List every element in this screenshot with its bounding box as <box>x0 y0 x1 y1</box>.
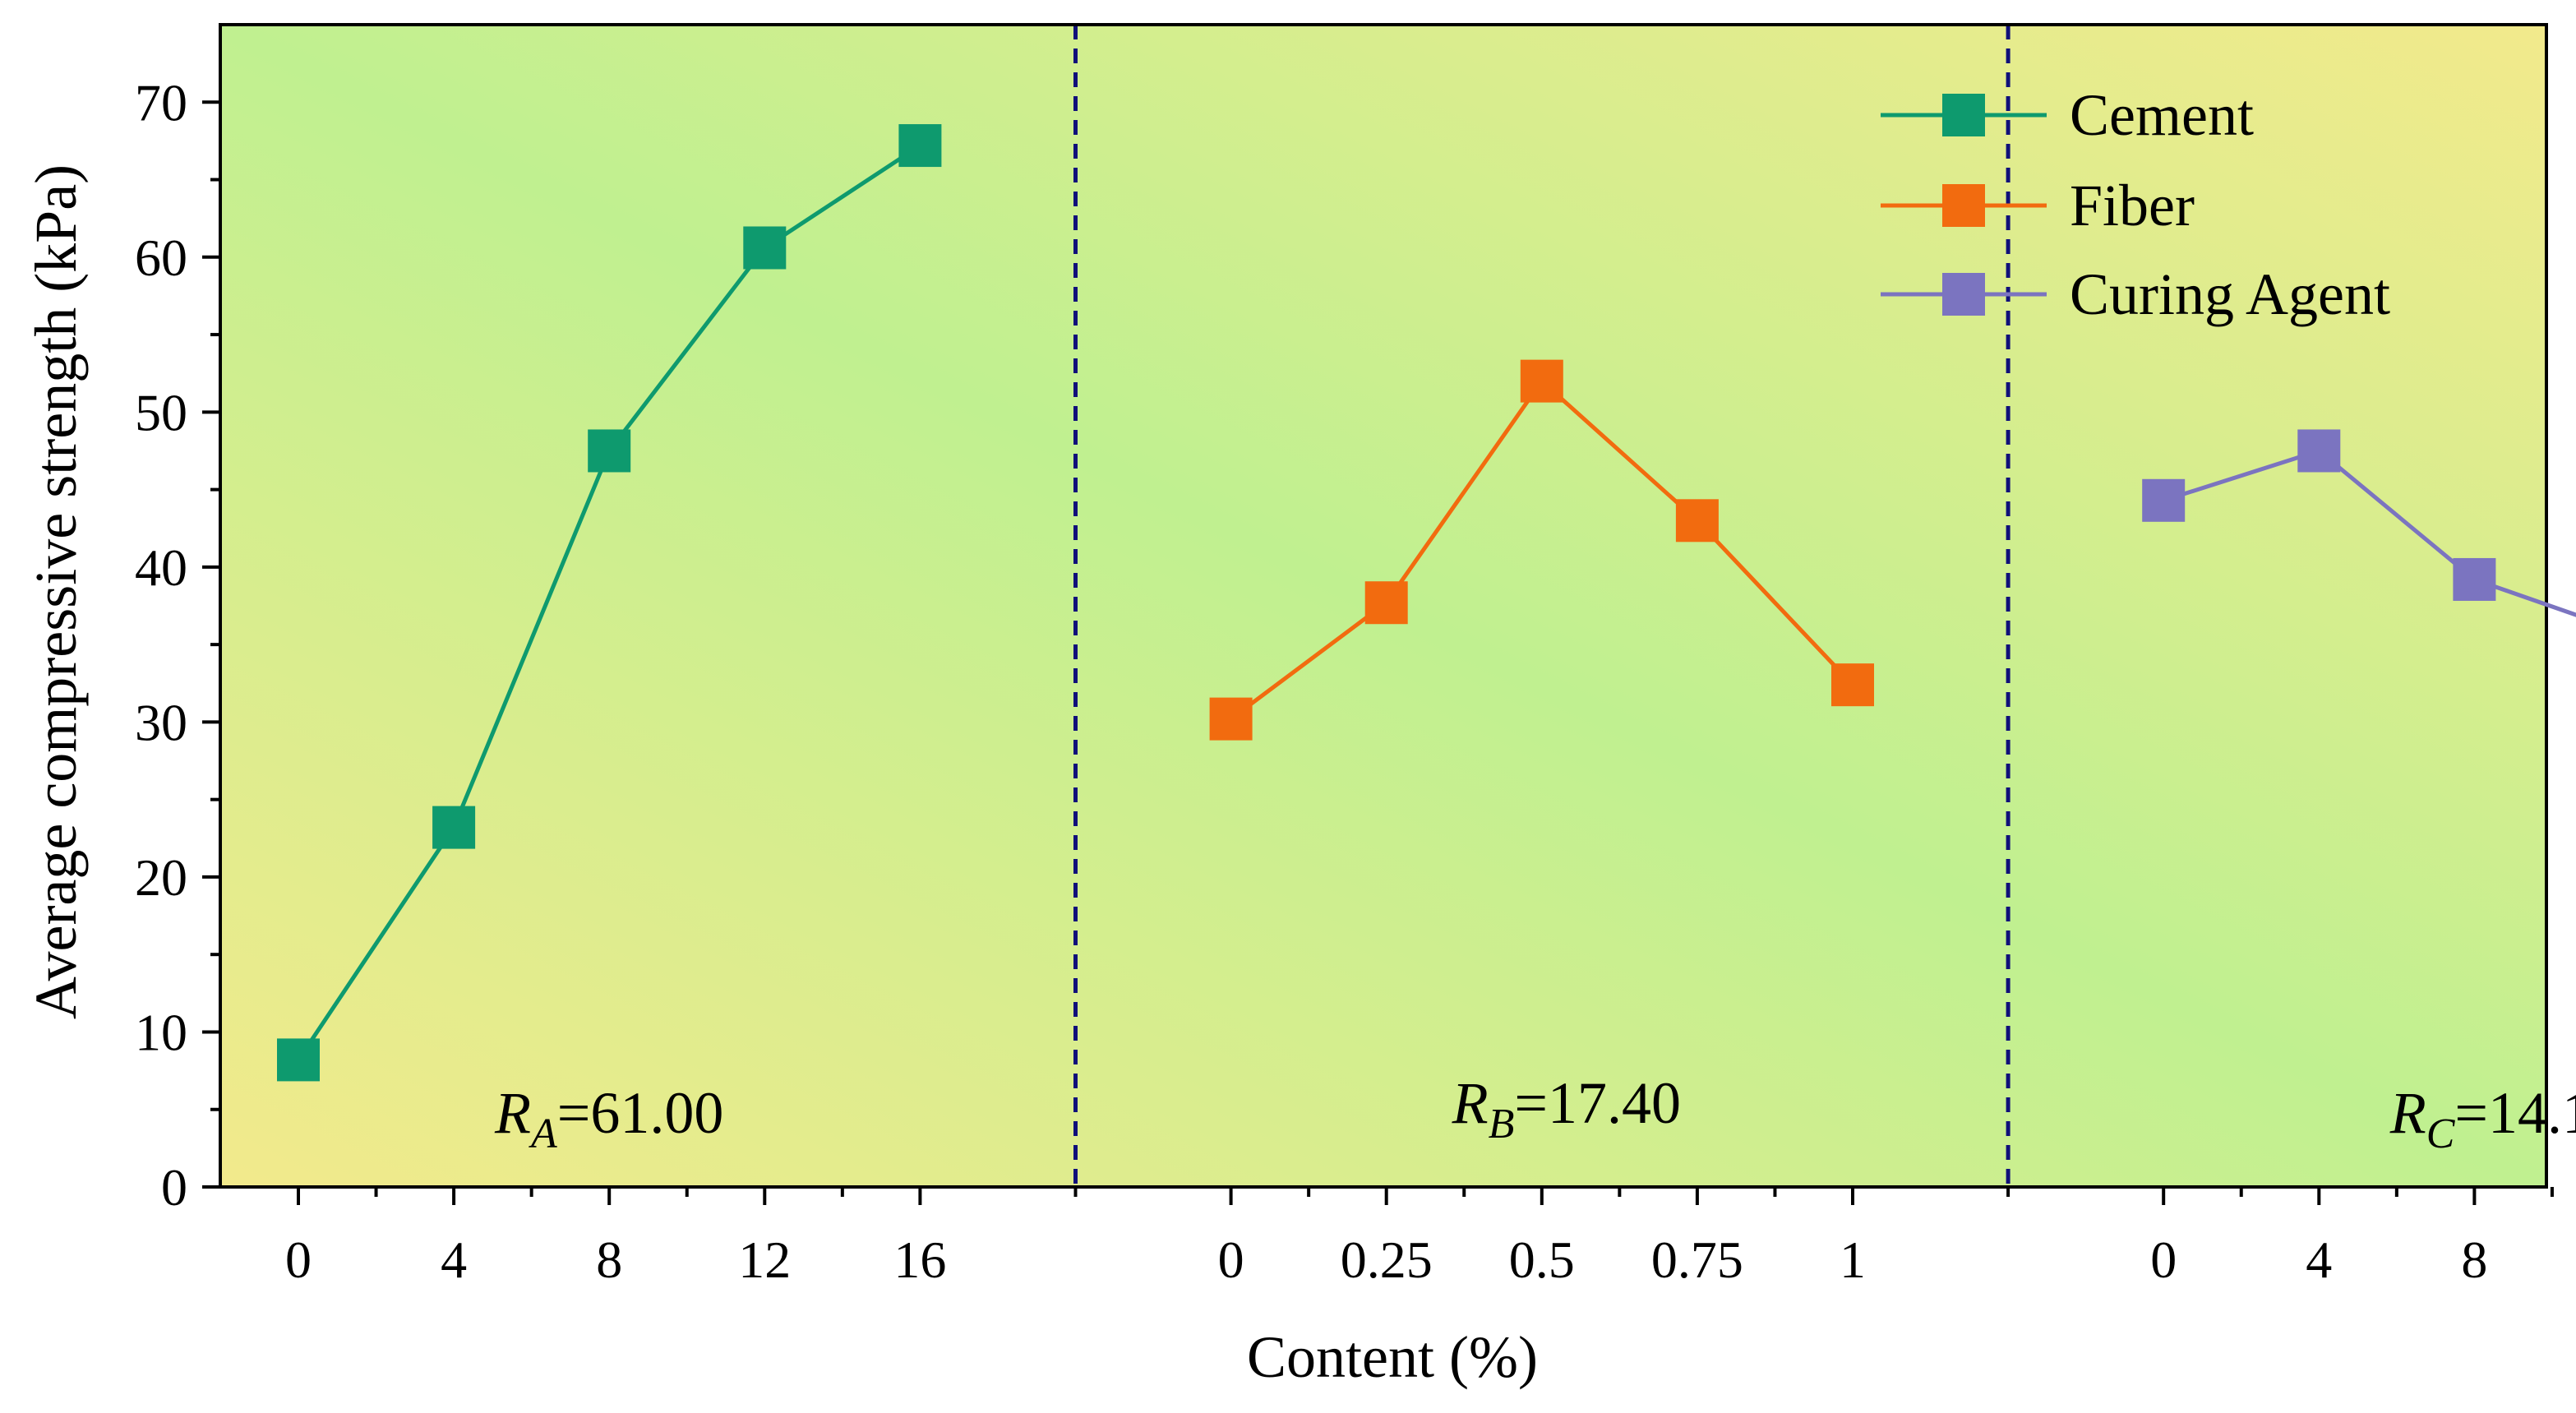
x-tick-label: 0.25 <box>1341 1231 1433 1289</box>
data-point <box>432 806 476 849</box>
x-tick-label: 4 <box>2306 1231 2332 1289</box>
x-tick-label: 12 <box>738 1231 791 1289</box>
legend-label: Curing Agent <box>2070 261 2390 327</box>
x-axis-title: Content (%) <box>1247 1324 1538 1390</box>
x-tick-label: 0 <box>285 1231 312 1289</box>
legend-label: Fiber <box>2070 173 2195 238</box>
y-tick-label: 60 <box>135 229 187 287</box>
data-point <box>2297 429 2341 473</box>
x-tick-label: 8 <box>596 1231 622 1289</box>
data-point <box>898 124 942 168</box>
legend: Cement Fiber Curing Agent <box>1881 82 2390 327</box>
x-tick-label: 4 <box>441 1231 467 1289</box>
data-point <box>1209 697 1253 741</box>
y-axis-title: Average compressive strength (kPa) <box>23 164 89 1019</box>
data-point <box>2142 478 2186 522</box>
data-point <box>1831 663 1874 707</box>
axes: 010203040506070048121600.250.50.75104812… <box>135 23 2554 1289</box>
y-tick-label: 40 <box>135 538 187 597</box>
y-tick-label: 0 <box>161 1158 187 1217</box>
range-annotation: RA=61.00 <box>494 1080 723 1157</box>
x-tick-label: 0 <box>2150 1231 2177 1289</box>
y-tick-label: 50 <box>135 383 187 441</box>
x-tick-label: 0.75 <box>1651 1231 1743 1289</box>
data-point <box>2453 557 2496 601</box>
legend-marker <box>1942 184 1985 227</box>
annotations: RA=61.00 RB=17.40 RC=14.10 <box>494 1070 2576 1157</box>
range-annotation: RC=14.10 <box>2389 1080 2576 1157</box>
data-point <box>1520 359 1563 403</box>
y-tick-label: 30 <box>135 693 187 751</box>
y-tick-label: 10 <box>135 1003 187 1061</box>
data-point <box>743 226 787 270</box>
x-tick-label: 1 <box>1840 1231 1866 1289</box>
legend-label: Cement <box>2070 82 2254 148</box>
series-layer <box>277 124 2576 1082</box>
x-tick-label: 0.5 <box>1509 1231 1575 1289</box>
legend-marker <box>1942 94 1985 136</box>
legend-marker <box>1942 273 1985 316</box>
data-point <box>277 1038 320 1082</box>
x-tick-label: 16 <box>893 1231 946 1289</box>
data-point <box>1675 499 1719 543</box>
y-tick-label: 70 <box>135 73 187 132</box>
range-annotation: RB=17.40 <box>1452 1070 1681 1147</box>
x-tick-label: 8 <box>2461 1231 2487 1289</box>
data-point <box>588 429 631 473</box>
y-tick-label: 20 <box>135 848 187 907</box>
data-point <box>1364 581 1408 625</box>
x-tick-label: 0 <box>1218 1231 1244 1289</box>
